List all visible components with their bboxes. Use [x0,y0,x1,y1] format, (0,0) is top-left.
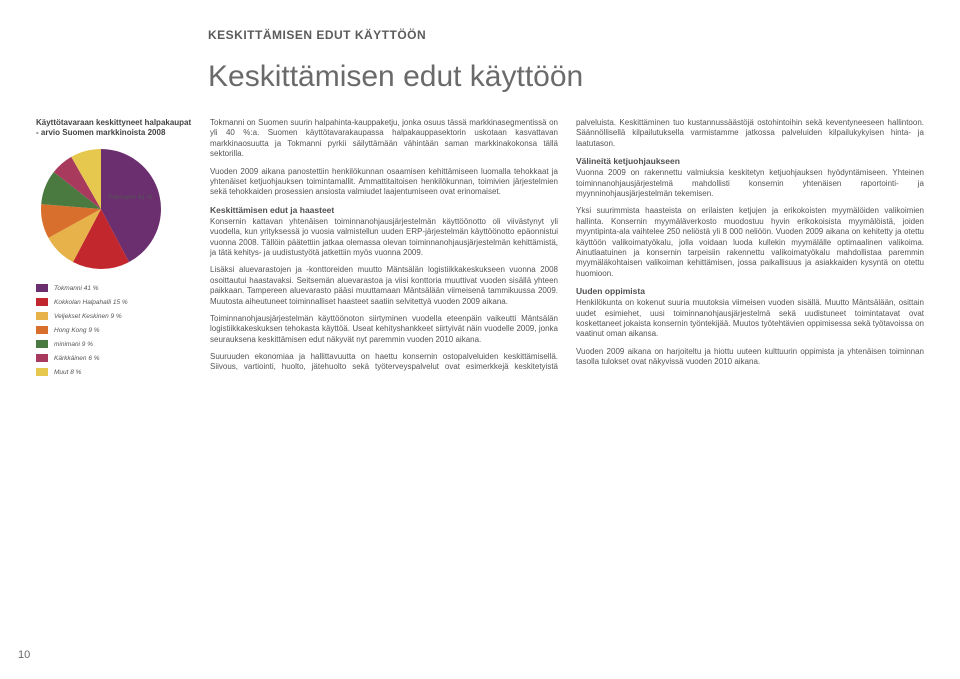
section-header: KESKITTÄMISEN EDUT KÄYTTÖÖN [208,28,924,42]
legend-row: Kokkolan Halpahalli 15 % [36,298,192,306]
legend-swatch [36,284,48,292]
body-text: Tokmanni on Suomen suurin halpahinta-kau… [210,118,924,376]
legend-label: Kärkkäinen 6 % [54,355,100,362]
legend-row: Muut 8 % [36,368,192,376]
legend-row: Tokmanni 41 % [36,284,192,292]
paragraph: Vuoden 2009 aikana on harjoiteltu ja hio… [576,347,924,368]
paragraph: Vuoden 2009 aikana panostettiin henkilök… [210,167,558,198]
legend-swatch [36,340,48,348]
legend-label: minimani 9 % [54,341,93,348]
subheading: Keskittämisen edut ja haasteet [210,205,558,216]
legend-row: Hong Kong 9 % [36,326,192,334]
page-title: Keskittämisen edut käyttöön [208,60,924,94]
legend-swatch [36,312,48,320]
paragraph: Henkilökunta on kokenut suuria muutoksia… [576,298,924,340]
legend-row: Kärkkäinen 6 % [36,354,192,362]
paragraph: Lisäksi aluevarastojen ja -konttoreiden … [210,265,558,307]
legend-label: Tokmanni 41 % [54,285,99,292]
legend-swatch [36,368,48,376]
paragraph: Vuonna 2009 on rakennettu valmiuksia kes… [576,168,924,199]
legend-label: Muut 8 % [54,369,81,376]
paragraph: Yksi suurimmista haasteista on erilaiste… [576,206,924,279]
pie-inside-label: Tokmanni 41 % [108,194,152,201]
subheading: Uuden oppimista [576,286,924,297]
paragraph: Tokmanni on Suomen suurin halpahinta-kau… [210,118,558,160]
pie-chart: Tokmanni 41 % [36,144,166,274]
paragraph: Toiminnanohjausjärjestelmän käyttöönoton… [210,314,558,345]
chart-column: Käyttötavaraan keskittyneet halpakaupat … [36,118,192,376]
legend-swatch [36,326,48,334]
legend-swatch [36,298,48,306]
subheading: Välineitä ketjuohjaukseen [576,156,924,167]
legend-label: Hong Kong 9 % [54,327,100,334]
legend-row: minimani 9 % [36,340,192,348]
chart-title: Käyttötavaraan keskittyneet halpakaupat … [36,118,192,138]
legend-label: Kokkolan Halpahalli 15 % [54,299,128,306]
paragraph: Konsernin kattavan yhtenäisen toiminnano… [210,217,558,259]
chart-legend: Tokmanni 41 % Kokkolan Halpahalli 15 % Vel… [36,284,192,376]
legend-swatch [36,354,48,362]
page-number: 10 [18,649,30,661]
legend-row: Veljekset Keskinen 9 % [36,312,192,320]
legend-label: Veljekset Keskinen 9 % [54,313,122,320]
